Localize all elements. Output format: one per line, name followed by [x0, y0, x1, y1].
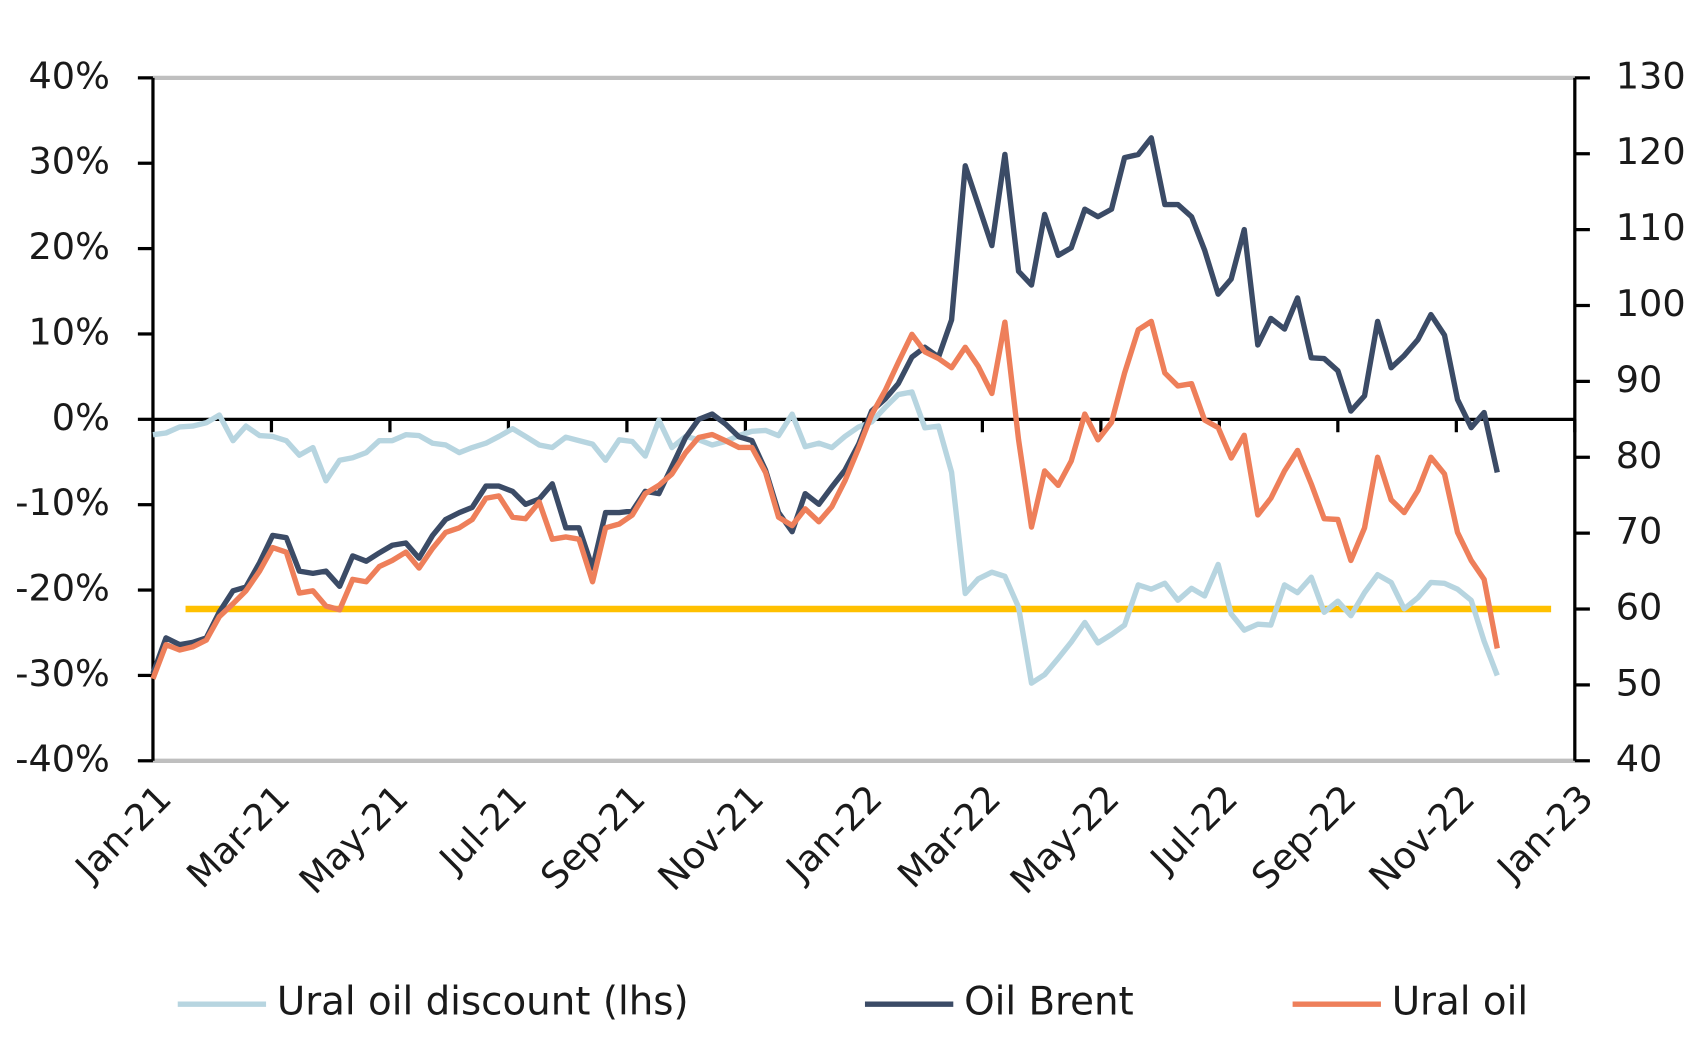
y2-tick-label: 120 [1616, 130, 1686, 173]
y2-tick-label: 90 [1616, 358, 1663, 401]
x-tick-label: Jul-21 [430, 776, 535, 881]
x-tick-label: Jul-22 [1141, 776, 1246, 881]
x-tick-label: Mar-21 [178, 776, 298, 896]
x-tick-label: Jan-22 [777, 776, 891, 890]
y-tick-label: -30% [15, 652, 110, 695]
y-tick-label: -10% [15, 481, 110, 524]
legend-label: Ural oil discount (lhs) [277, 980, 689, 1025]
y-tick-label: 10% [28, 310, 109, 353]
y2-tick-label: 80 [1616, 434, 1663, 477]
x-tick-label: Nov-22 [1361, 776, 1484, 899]
x-tick-label: Nov-21 [650, 776, 773, 899]
y-tick-label: 0% [52, 396, 110, 439]
x-tick-label: Mar-22 [889, 776, 1009, 896]
legend-label: Oil Brent [964, 980, 1134, 1025]
y2-tick-label: 100 [1616, 282, 1686, 325]
y-tick-label: -40% [15, 737, 110, 780]
y2-tick-label: 130 [1616, 54, 1686, 97]
y-tick-label: 30% [28, 140, 109, 183]
x-tick-label: Sep-22 [1243, 776, 1364, 897]
y2-tick-label: 60 [1616, 586, 1663, 629]
x-tick-label: Sep-21 [532, 776, 653, 897]
legend-label: Ural oil [1392, 980, 1528, 1025]
y2-tick-label: 40 [1616, 737, 1663, 780]
y2-tick-label: 70 [1616, 510, 1663, 553]
y2-tick-label: 110 [1616, 206, 1686, 249]
series-line [152, 389, 1500, 686]
x-tick-label: Jan-21 [66, 776, 180, 890]
series-line [150, 318, 1500, 680]
x-tick-label: Jan-23 [1488, 776, 1602, 890]
series-line [150, 135, 1500, 675]
y-tick-label: -20% [15, 567, 110, 610]
y-tick-label: 40% [28, 54, 109, 97]
y2-tick-label: 50 [1616, 661, 1663, 704]
x-tick-label: May-21 [291, 776, 417, 902]
y-tick-label: 20% [28, 225, 109, 268]
x-tick-label: May-22 [1002, 776, 1128, 902]
